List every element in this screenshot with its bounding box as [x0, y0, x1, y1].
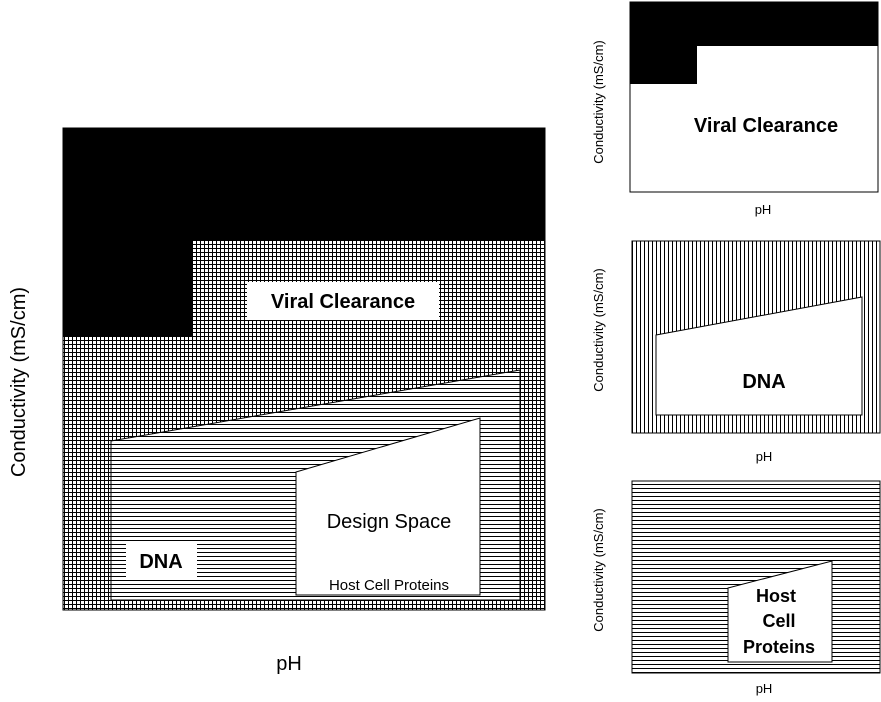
panel-host-cell-proteins: Host Cell Proteins Conductivity (mS/cm) …	[591, 480, 881, 696]
panel-viral-clearance: Viral Clearance Conductivity (mS/cm) pH	[591, 1, 879, 217]
panel-dna-label: DNA	[742, 371, 785, 393]
viral-clearance-label: Viral Clearance	[271, 291, 415, 313]
panel-viral-excluded-region	[630, 2, 878, 84]
dna-label-box	[126, 542, 197, 578]
panel-viral-label: Viral Clearance	[694, 115, 838, 137]
main-x-axis-label: pH	[276, 653, 302, 675]
host-cell-proteins-label: Host Cell Proteins	[329, 577, 449, 594]
panel-dna-x-axis-label: pH	[756, 449, 773, 464]
main-diagram: Viral Clearance DNA Design Space Host Ce…	[8, 127, 546, 675]
panel-viral-x-axis-label: pH	[755, 202, 772, 217]
panel-hcp-label-line-2: Cell	[762, 611, 795, 631]
panel-dna: DNA Conductivity (mS/cm) pH	[591, 240, 881, 464]
design-space-label: Design Space	[327, 511, 452, 533]
excluded-region-black	[63, 128, 545, 337]
main-y-axis-label: Conductivity (mS/cm)	[8, 287, 30, 477]
panel-hcp-y-axis-label: Conductivity (mS/cm)	[591, 508, 606, 632]
panel-viral-y-axis-label: Conductivity (mS/cm)	[591, 40, 606, 164]
panel-hcp-x-axis-label: pH	[756, 681, 773, 696]
panel-dna-region	[655, 296, 863, 416]
viral-clearance-label-box	[247, 282, 439, 320]
panel-hcp-label-line-3: Proteins	[743, 637, 815, 657]
design-space-region	[295, 417, 481, 596]
panel-hcp-label-line-1: Host	[756, 586, 796, 606]
panel-dna-y-axis-label: Conductivity (mS/cm)	[591, 268, 606, 392]
dna-label: DNA	[139, 551, 182, 573]
panel-hcp-region	[727, 560, 833, 663]
